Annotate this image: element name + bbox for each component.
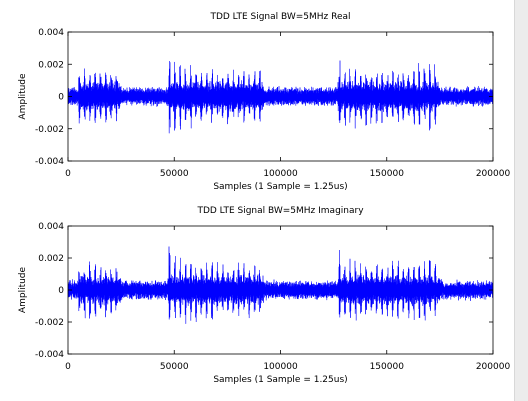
signal-trace — [68, 60, 493, 134]
x-tick-label: 50000 — [160, 169, 189, 179]
x-tick-label: 200000 — [476, 362, 511, 372]
x-tick-label: 150000 — [370, 362, 405, 372]
x-tick-label: 100000 — [263, 362, 298, 372]
x-tick-label: 150000 — [370, 169, 405, 179]
y-tick-label: -0.002 — [35, 318, 64, 328]
x-tick-label: 50000 — [160, 362, 189, 372]
y-tick-label: 0 — [58, 93, 64, 103]
y-axis-label: Amplitude — [18, 266, 28, 313]
chart-title: TDD LTE Signal BW=5MHz Imaginary — [196, 206, 364, 216]
y-tick-label: 0.004 — [38, 222, 64, 232]
x-tick-label: 0 — [65, 362, 71, 372]
subplot-imag: 0 50000 100000 150000 200000 -0.004 -0.002 0 0.0… — [18, 206, 510, 385]
y-axis-label: Amplitude — [18, 73, 28, 120]
y-tick-label: -0.002 — [35, 125, 64, 135]
x-axis-label: Samples (1 Sample = 1.25us) — [213, 375, 347, 385]
x-tick-label: 0 — [65, 169, 71, 179]
x-axis-label: Samples (1 Sample = 1.25us) — [213, 182, 347, 192]
x-tick-label: 100000 — [263, 169, 298, 179]
y-tick-label: -0.004 — [35, 350, 64, 360]
y-tick-label: 0.004 — [38, 28, 64, 38]
y-tick-label: -0.004 — [35, 157, 64, 167]
subplot-real: 0 50000 100000 150000 200000 -0.004 -0.002 0 0.0… — [18, 12, 510, 192]
y-tick-label: 0.002 — [38, 60, 64, 70]
window-edge — [514, 0, 528, 401]
x-tick-label: 200000 — [476, 169, 511, 179]
y-tick-label: 0 — [58, 286, 64, 296]
chart-title: TDD LTE Signal BW=5MHz Real — [209, 12, 350, 22]
y-tick-label: 0.002 — [38, 254, 64, 264]
signal-trace — [68, 246, 493, 324]
